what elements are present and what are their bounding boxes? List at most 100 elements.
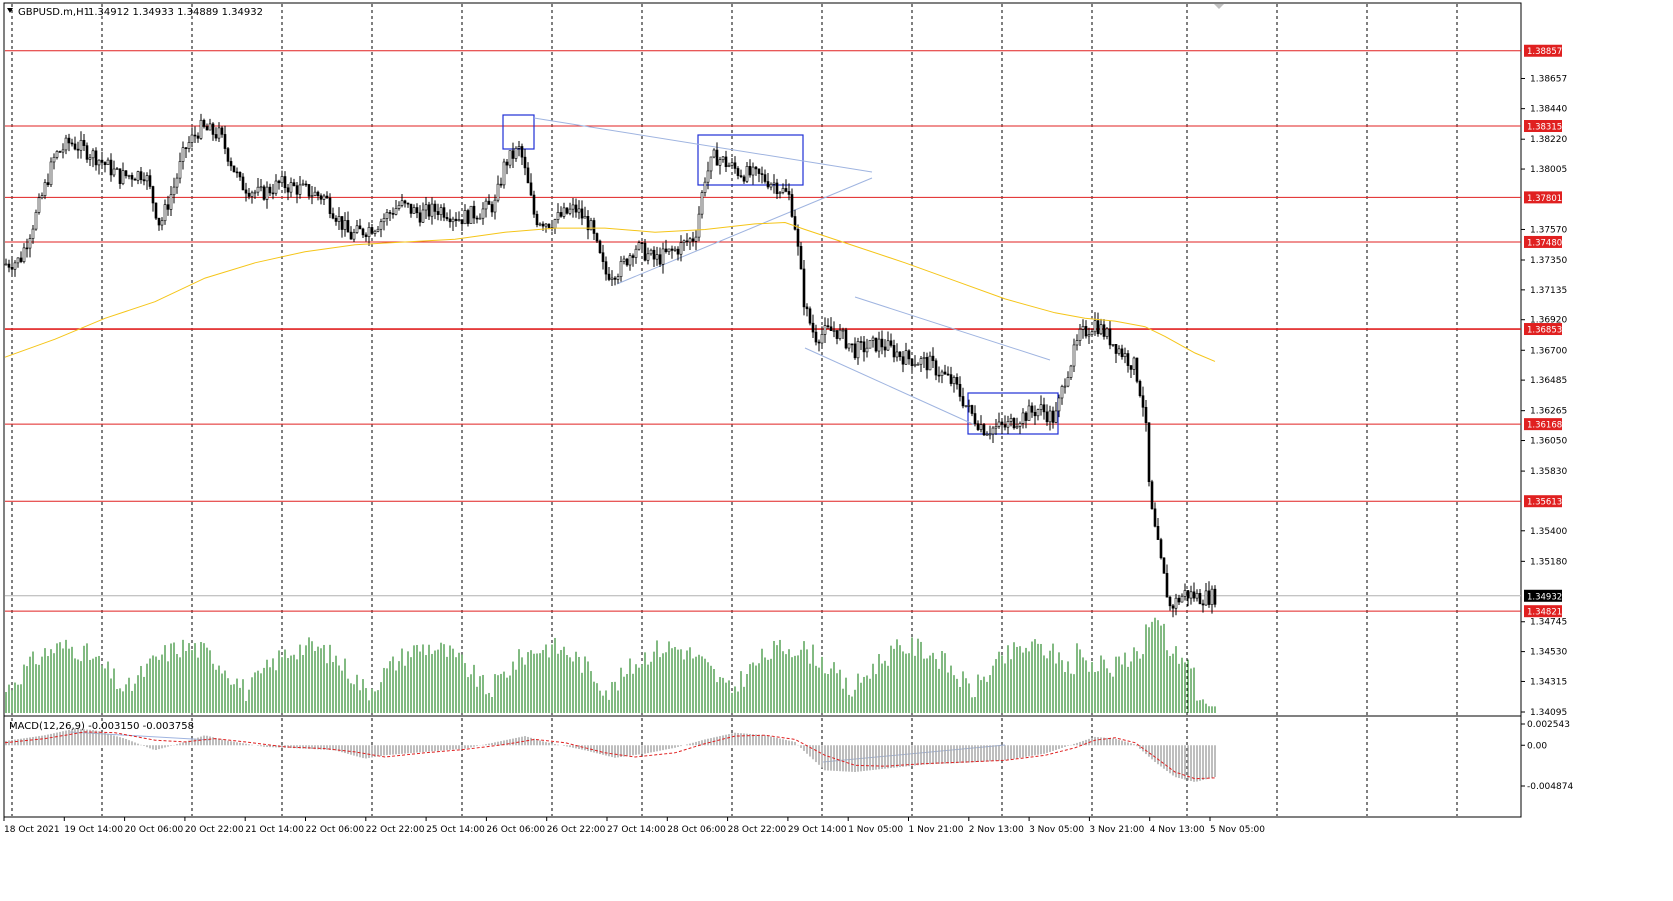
- time-label: 3 Nov 05:00: [1029, 825, 1084, 835]
- candle-body: [463, 210, 467, 225]
- candle-body: [1018, 423, 1022, 427]
- candle-body: [58, 151, 62, 153]
- candle-body: [913, 363, 917, 367]
- candle-body: [367, 227, 371, 237]
- candle-body: [454, 218, 458, 222]
- candle-body: [1072, 344, 1076, 367]
- candle-body: [199, 119, 203, 139]
- candle-body: [1144, 406, 1148, 423]
- candle-body: [643, 242, 647, 261]
- candle-body: [385, 212, 389, 219]
- price-tick-label: 1.37135: [1530, 286, 1567, 296]
- candle-body: [1081, 326, 1085, 330]
- candle-body: [886, 340, 890, 351]
- candle-body: [40, 195, 44, 199]
- candle-body: [1048, 410, 1052, 423]
- candle-body: [154, 202, 158, 219]
- candle-body: [241, 176, 245, 191]
- candle-body: [283, 176, 287, 189]
- candle-body: [565, 207, 569, 214]
- candle-body: [1078, 328, 1082, 341]
- price-tick-label: 1.38657: [1530, 75, 1567, 85]
- candle-body: [229, 161, 233, 167]
- price-tick-label: 1.34095: [1530, 708, 1567, 718]
- volume-bars: [5, 617, 1216, 713]
- candle-body: [298, 184, 302, 195]
- candle-body: [22, 247, 26, 262]
- candle-body: [712, 149, 716, 158]
- candle-body: [838, 329, 842, 339]
- candle-body: [952, 377, 956, 384]
- candle-body: [607, 273, 611, 280]
- candle-body: [163, 204, 167, 222]
- candle-body: [862, 341, 866, 353]
- time-label: 2 Nov 13:00: [969, 825, 1024, 835]
- candle-body: [703, 181, 707, 193]
- candle-body: [391, 213, 395, 215]
- candle-body: [583, 216, 587, 219]
- candle-body: [88, 157, 92, 160]
- candle-body: [244, 189, 248, 194]
- candle-body: [145, 175, 149, 182]
- candle-body: [688, 238, 692, 243]
- time-label: 28 Oct 22:00: [728, 825, 787, 835]
- pattern-box: [697, 134, 804, 186]
- candle-body: [781, 188, 785, 193]
- candle-body: [1120, 348, 1124, 358]
- candle-body: [217, 127, 221, 139]
- candle-body: [34, 212, 38, 230]
- candle-body: [127, 175, 131, 177]
- candle-body: [973, 413, 977, 424]
- candle-body: [1201, 603, 1205, 606]
- menu-triangle-icon[interactable]: [7, 8, 13, 13]
- candle-body: [1189, 591, 1193, 599]
- candle-body: [319, 195, 323, 200]
- ma-line: [4, 221, 1216, 362]
- candle-body: [1033, 411, 1037, 417]
- scroll-shift-icon[interactable]: [1214, 4, 1224, 9]
- candle-body: [523, 156, 527, 169]
- candle-body: [553, 219, 557, 229]
- candle-body: [784, 188, 788, 192]
- candle-body: [475, 217, 479, 220]
- candle-body: [865, 347, 869, 353]
- candle-body: [706, 170, 710, 183]
- horizontal-levels: 1.38857 1.38315 1.37801 1.37480 1.36853 1.361…: [5, 44, 1562, 618]
- candle-body: [439, 207, 443, 215]
- candle-body: [892, 345, 896, 358]
- candle-body: [736, 168, 740, 176]
- candle-body: [52, 156, 56, 163]
- candle-body: [115, 168, 119, 170]
- price-tick-label: 1.37570: [1530, 225, 1567, 235]
- candle-body: [586, 216, 590, 231]
- price-tick-label: 1.36920: [1530, 316, 1567, 326]
- time-label: 22 Oct 06:00: [306, 825, 365, 835]
- candle-body: [928, 355, 932, 371]
- candle-body: [637, 242, 641, 250]
- candle-body: [1051, 410, 1055, 423]
- time-label: 22 Oct 22:00: [366, 825, 425, 835]
- candle-body: [682, 240, 686, 243]
- price-tick-label: 1.36265: [1530, 407, 1567, 417]
- candle-body: [559, 212, 563, 217]
- time-label: 4 Nov 13:00: [1150, 825, 1205, 835]
- candle-body: [733, 162, 737, 169]
- level-tag: [1524, 235, 1562, 248]
- candle-body: [1213, 588, 1217, 605]
- candle-body: [280, 176, 284, 184]
- candle-body: [1156, 526, 1160, 540]
- level-tag-label: 1.35613: [1527, 498, 1562, 508]
- candle-body: [169, 194, 173, 210]
- candle-body: [943, 371, 947, 375]
- candle-body: [790, 194, 794, 217]
- moving-average: [4, 221, 1216, 362]
- candle-body: [1024, 412, 1028, 421]
- candle-body: [1039, 404, 1043, 410]
- macd-signal-line: [4, 731, 1216, 780]
- candle-body: [685, 240, 689, 243]
- candle-body: [1138, 381, 1142, 396]
- candle-body: [775, 182, 779, 194]
- candle-body: [136, 171, 140, 181]
